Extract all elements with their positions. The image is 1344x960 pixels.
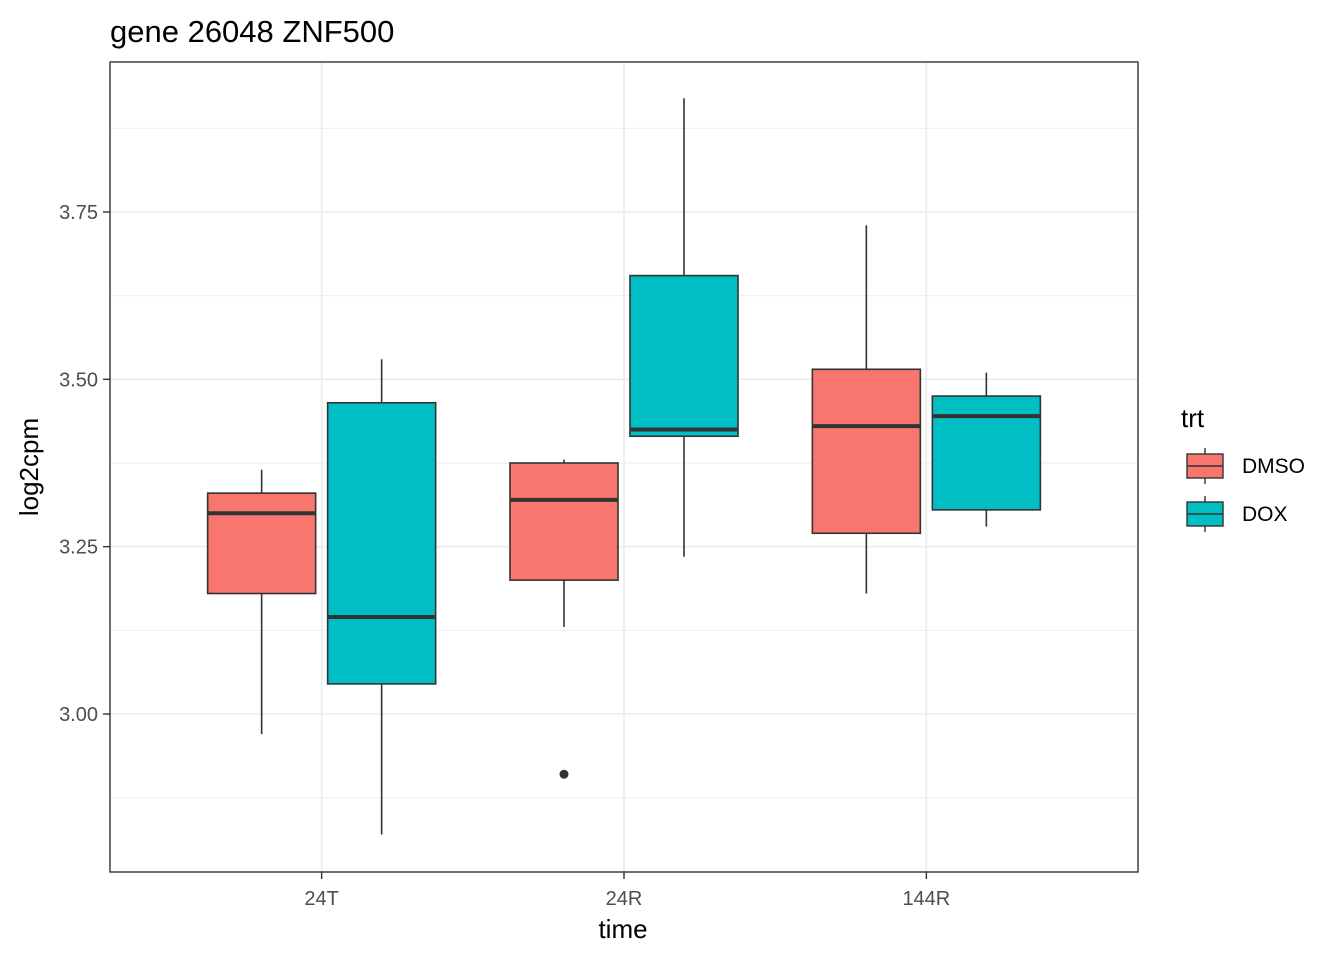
- legend-key-dmso: DMSO: [1186, 448, 1305, 484]
- x-axis: 24T 24R 144R: [304, 872, 950, 910]
- box-iqr: [629, 274, 739, 438]
- legend: trt DMSO DOX: [1181, 403, 1305, 532]
- x-tick-label: 24T: [304, 888, 338, 910]
- legend-label: DOX: [1242, 503, 1288, 526]
- x-tick-label: 24R: [606, 888, 643, 910]
- y-axis: 3.00 3.25 3.50 3.75: [59, 202, 110, 726]
- box-dox-24t: [326, 359, 437, 835]
- y-axis-title: log2cpm: [14, 418, 44, 516]
- box-iqr: [509, 462, 619, 581]
- boxes: [206, 98, 1042, 835]
- box-iqr: [931, 395, 1042, 511]
- box-iqr: [206, 492, 317, 595]
- box-dmso-144r: [811, 225, 922, 594]
- legend-label: DMSO: [1242, 455, 1305, 478]
- y-tick-label: 3.25: [59, 537, 98, 559]
- y-tick-label: 3.00: [59, 704, 98, 726]
- box-dmso-24t: [206, 469, 317, 735]
- box-dox-24r: [629, 98, 739, 557]
- y-tick-label: 3.50: [59, 369, 98, 391]
- box-iqr: [811, 368, 922, 535]
- y-tick-label: 3.75: [59, 202, 98, 224]
- x-tick-label: 144R: [902, 888, 950, 910]
- outlier-point: [559, 769, 569, 779]
- box-iqr: [326, 401, 437, 685]
- chart-title: gene 26048 ZNF500: [110, 14, 394, 49]
- box-dmso-24r: [509, 459, 619, 779]
- legend-key-dox: DOX: [1186, 496, 1288, 532]
- legend-title: trt: [1181, 403, 1205, 433]
- box-dox-144r: [931, 372, 1042, 527]
- x-axis-title: time: [598, 914, 647, 944]
